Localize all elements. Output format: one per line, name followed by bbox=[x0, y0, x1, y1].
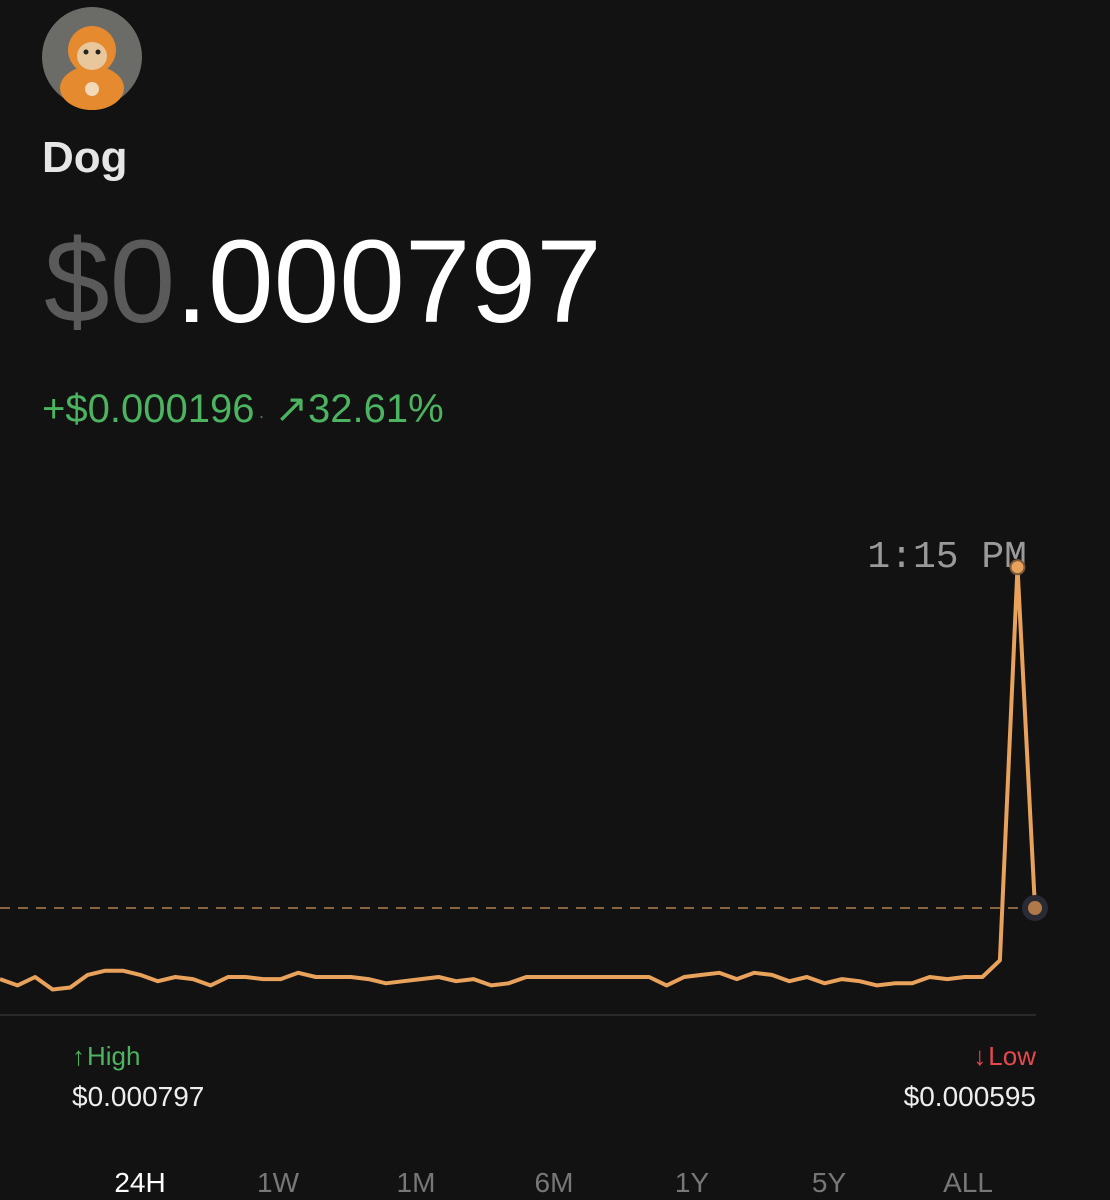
price-dim: $0 bbox=[44, 216, 175, 348]
low-text: Low bbox=[988, 1041, 1036, 1071]
price-line bbox=[0, 565, 1037, 992]
high-text: High bbox=[87, 1041, 140, 1071]
time-tab[interactable]: ALL bbox=[943, 1167, 993, 1198]
high-label: ↑High bbox=[72, 1041, 140, 1071]
change-separator: · bbox=[258, 406, 264, 426]
low-value: $0.000595 bbox=[904, 1081, 1036, 1112]
time-tabs: 24H 1W 1M 6M 1Y 5Y ALL bbox=[114, 1167, 993, 1198]
change-percent: 32.61% bbox=[308, 387, 444, 431]
time-tab[interactable]: 1M bbox=[397, 1167, 436, 1198]
high-value: $0.000797 bbox=[72, 1081, 204, 1112]
price-change: +$0.000196 · ↗32.61% bbox=[42, 387, 444, 431]
time-tab[interactable]: 5Y bbox=[812, 1167, 847, 1198]
peak-dot bbox=[1009, 559, 1026, 576]
low-icon: ↓ bbox=[973, 1041, 986, 1071]
price-main: .000797 bbox=[175, 216, 602, 348]
chart bbox=[0, 559, 1048, 992]
avatar bbox=[42, 7, 142, 110]
time-tab[interactable]: 1W bbox=[257, 1167, 300, 1198]
low-label: ↓Low bbox=[973, 1041, 1036, 1071]
change-amount: +$0.000196 bbox=[42, 387, 254, 431]
price: $0.000797 bbox=[44, 216, 602, 348]
time-tab[interactable]: 1Y bbox=[675, 1167, 710, 1198]
high-icon: ↑ bbox=[72, 1041, 85, 1071]
change-icon: ↗ bbox=[274, 387, 308, 431]
time-tab[interactable]: 24H bbox=[114, 1167, 165, 1198]
time-tab[interactable]: 6M bbox=[535, 1167, 574, 1198]
chart-annotation: 1:15 PM bbox=[867, 536, 1027, 579]
current-dot-inner bbox=[1028, 901, 1042, 915]
coin-name: Dog bbox=[42, 133, 128, 182]
